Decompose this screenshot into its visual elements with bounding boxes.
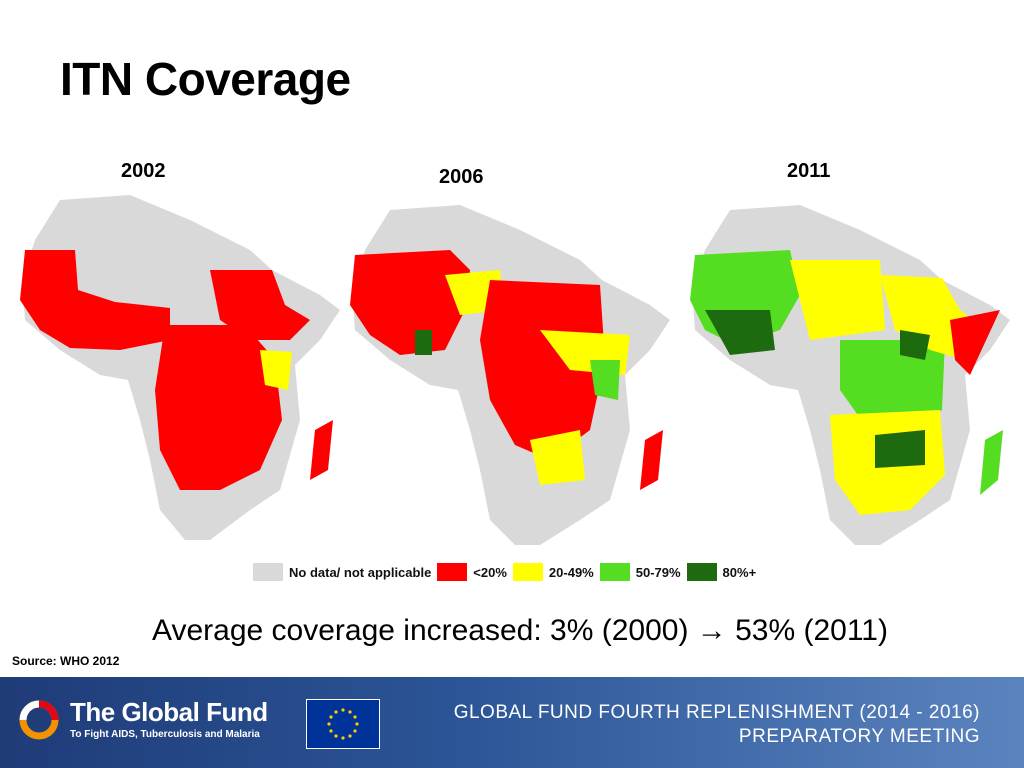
legend-label: 50-79% [635,564,681,580]
meeting-subtitle: PREPARATORY MEETING [738,726,980,747]
region-central [155,325,282,490]
legend-swatch [437,563,468,581]
legend-label: <20% [473,564,507,580]
legend-item-no-data: No data/ not applicable [253,563,431,581]
region-west [350,250,470,355]
global-fund-logo-icon [19,700,59,740]
org-name: The Global Fund [70,697,268,727]
region-kenya [590,360,620,400]
region-horn [210,270,310,340]
map-year-2002: 2002 [121,160,166,182]
region-south [530,430,585,485]
legend-swatch [686,563,717,581]
legend-label: 80%+ [722,564,757,580]
region-central [480,280,605,460]
region-kenya [260,350,292,390]
region-coast [705,310,775,355]
africa-map-2002 [20,195,340,540]
meeting-title: GLOBAL FUND FOURTH REPLENISHMENT (2014 -… [453,702,980,723]
region-west [20,250,170,350]
legend-item-lt20: <20% [437,563,507,581]
map-year-2011: 2011 [787,160,831,182]
legend-item-50-79: 50-79% [599,563,681,581]
coverage-headline: Average coverage increased: 3% (2000) → … [152,614,888,647]
map-year-2006: 2006 [439,166,484,188]
legend-item-80plus: 80%+ [686,563,757,581]
region-zambia [875,430,925,468]
region-east [950,310,1000,375]
source-citation: Source: WHO 2012 [12,654,120,668]
region-madagascar [640,430,663,490]
africa-map-2011 [690,205,1010,545]
legend-item-20-49: 20-49% [512,563,594,581]
legend-swatch [253,563,283,581]
slide-title: ITN Coverage [60,53,351,105]
legend-swatch [512,563,543,581]
region-sudan [900,330,930,360]
region-madagascar [980,430,1003,495]
region-ghana [415,330,432,355]
footer-banner: The Global Fund To Fight AIDS, Tuberculo… [0,677,1024,768]
region-sahel [790,260,885,340]
africa-map-2006 [350,205,670,545]
org-tagline: To Fight AIDS, Tuberculosis and Malaria [70,729,260,740]
legend-label: No data/ not applicable [289,564,432,580]
map-legend: No data/ not applicable <20% 20-49% 50-7… [253,561,762,583]
region-madagascar [310,420,333,480]
legend-label: 20-49% [548,564,594,580]
eu-flag-icon [306,699,380,749]
region-central [840,340,945,430]
legend-swatch [599,563,630,581]
